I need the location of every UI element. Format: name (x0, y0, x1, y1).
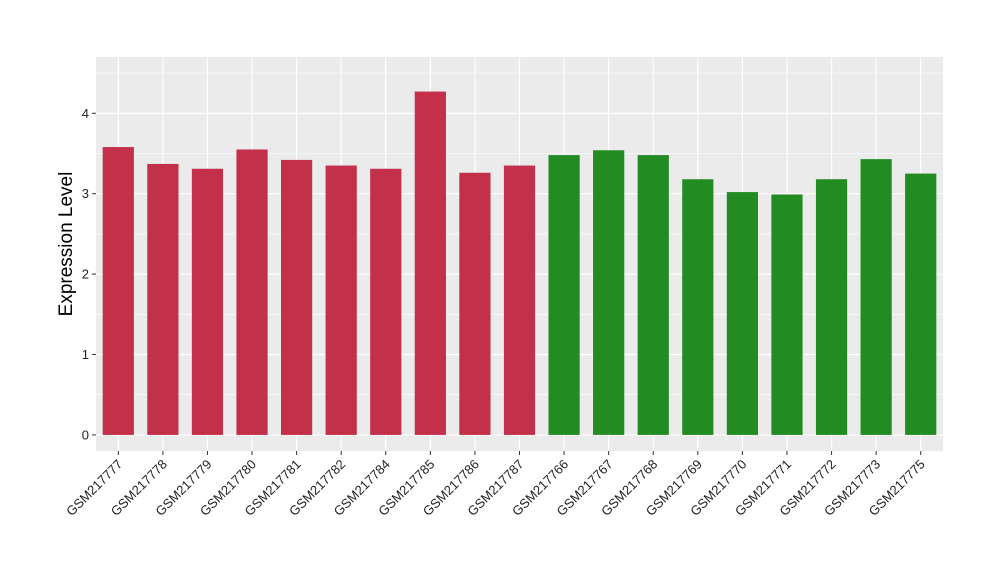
x-axis: GSM217777GSM217778GSM217779GSM217780GSM2… (63, 451, 928, 519)
y-tick-label: 3 (82, 186, 89, 201)
bar-GSM217766 (548, 155, 580, 435)
bar-GSM217775 (905, 173, 937, 435)
bar-GSM217781 (281, 159, 313, 435)
y-tick-label: 4 (82, 106, 89, 121)
y-tick-label: 1 (82, 347, 89, 362)
bars (102, 91, 937, 435)
bar-GSM217777 (102, 147, 134, 435)
bar-GSM217771 (771, 194, 803, 435)
bar-GSM217768 (637, 155, 669, 435)
y-axis: 0 1 2 3 4 (82, 106, 96, 442)
y-axis-title: Expression Level (56, 172, 77, 317)
bar-GSM217785 (414, 91, 446, 435)
bar-GSM217784 (370, 168, 402, 435)
bar-GSM217780 (236, 149, 268, 435)
bar-GSM217786 (459, 172, 491, 435)
bar-GSM217770 (726, 192, 758, 435)
y-tick-label: 0 (82, 427, 89, 442)
bar-GSM217787 (503, 165, 536, 435)
bar-GSM217772 (815, 179, 848, 435)
y-tick-label: 2 (82, 267, 89, 282)
bar-GSM217769 (682, 179, 714, 435)
bar-GSM217778 (147, 163, 179, 435)
bar-GSM217782 (325, 165, 357, 435)
bar-GSM217779 (191, 168, 224, 435)
bar-GSM217773 (860, 159, 892, 435)
bar-GSM217767 (593, 150, 625, 435)
